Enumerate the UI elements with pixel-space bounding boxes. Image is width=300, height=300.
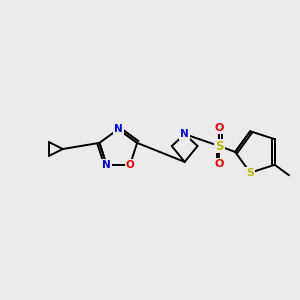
- Text: O: O: [215, 159, 224, 169]
- Text: N: N: [114, 124, 123, 134]
- Text: O: O: [215, 123, 224, 133]
- Text: S: S: [246, 168, 254, 178]
- Text: N: N: [180, 129, 189, 139]
- Text: N: N: [102, 160, 111, 170]
- Text: S: S: [215, 140, 224, 152]
- Text: O: O: [126, 160, 134, 170]
